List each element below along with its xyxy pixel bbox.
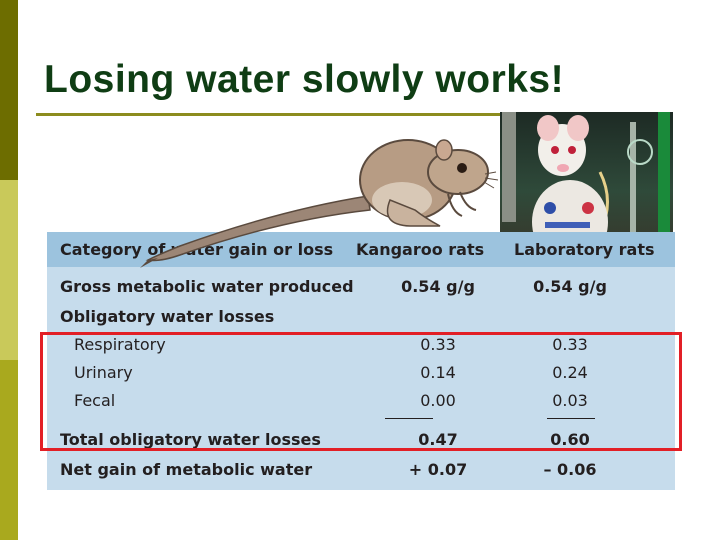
kangaroo-value: 0.33: [420, 335, 456, 354]
sum-rule-lab: [547, 418, 595, 419]
row-label: Gross metabolic water produced: [60, 277, 354, 296]
row-label: Obligatory water losses: [60, 307, 275, 326]
lab-value: – 0.06: [543, 460, 597, 479]
kangaroo-rat-illustration: [140, 139, 499, 268]
row-label: Total obligatory water losses: [60, 430, 321, 449]
lab-value: 0.03: [552, 391, 588, 410]
kangaroo-value: + 0.07: [408, 460, 468, 479]
lab-value: 0.33: [552, 335, 588, 354]
row-label: Urinary: [74, 363, 133, 382]
decor-bar-top: [0, 0, 18, 180]
row-label: Net gain of metabolic water: [60, 460, 313, 479]
sum-rule-kangaroo: [385, 418, 433, 419]
kangaroo-value: 0.47: [418, 430, 458, 449]
decor-bar-middle: [0, 180, 18, 360]
lab-value: 0.60: [550, 430, 590, 449]
kangaroo-value: 0.14: [420, 363, 456, 382]
header-kangaroo-rats: Kangaroo rats: [356, 240, 485, 259]
row-label: Fecal: [74, 391, 116, 410]
water-balance-table: Category of water gain or loss Kangaroo …: [47, 232, 675, 490]
row-label: Respiratory: [74, 335, 166, 354]
slide-title: Losing water slowly works!: [44, 58, 565, 101]
header-laboratory-rats: Laboratory rats: [514, 240, 655, 259]
kangaroo-value: 0.54 g/g: [401, 277, 475, 296]
kangaroo-value: 0.00: [420, 391, 456, 410]
lab-value: 0.24: [552, 363, 588, 382]
title-underline: [36, 113, 520, 116]
decor-bar-bottom: [0, 360, 18, 540]
lab-value: 0.54 g/g: [533, 277, 607, 296]
losses-highlight-box: [40, 332, 682, 451]
